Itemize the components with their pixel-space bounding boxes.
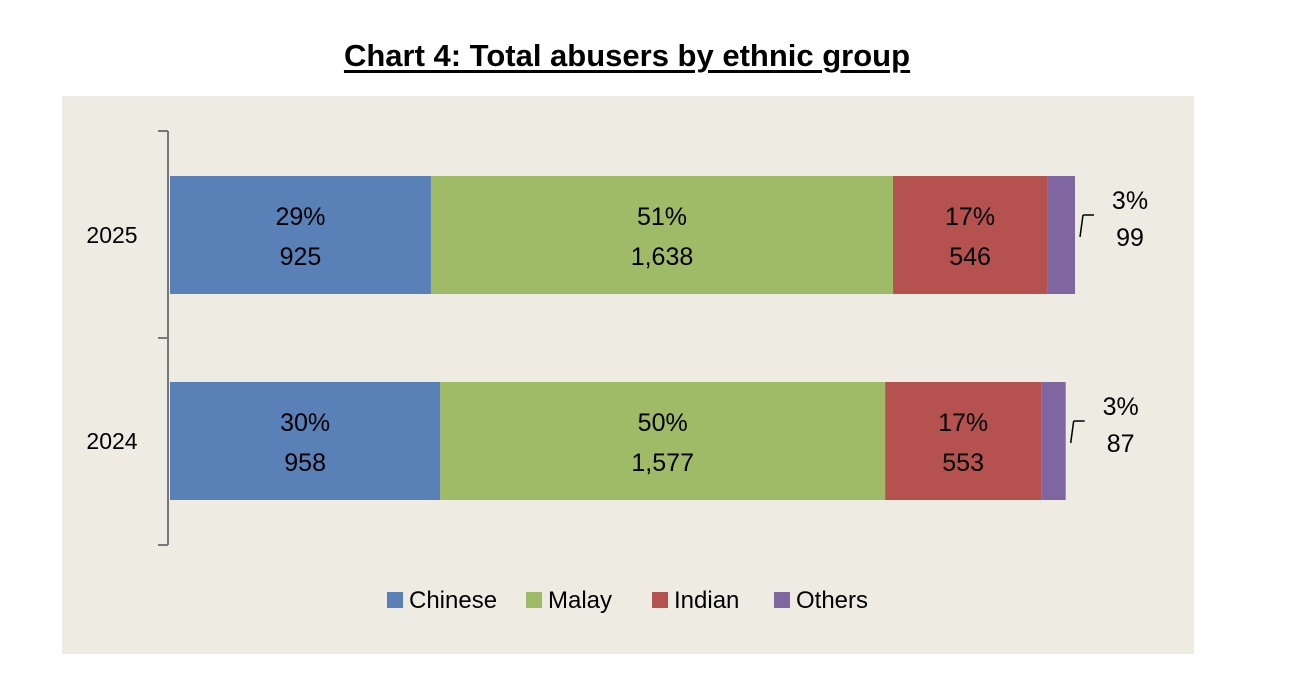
bar-segment-indian — [885, 382, 1042, 500]
legend-label: Malay — [548, 587, 612, 614]
data-label-percent: 17% — [938, 409, 988, 437]
data-label-percent: 17% — [945, 203, 995, 231]
legend-label: Chinese — [409, 587, 497, 614]
data-label-value: 1,638 — [631, 243, 694, 271]
data-label-value: 1,577 — [631, 449, 694, 477]
data-label-value: 87 — [1107, 430, 1135, 458]
plot-area: 2025 29% 925 51% 1,638 17% 546 3% 99 2024 30% 958 50… — [62, 96, 1194, 654]
data-label-value: 925 — [280, 243, 322, 271]
bar-segment-malay — [440, 382, 886, 500]
data-label-percent: 30% — [280, 409, 330, 437]
bar-segment-indian — [893, 176, 1048, 294]
data-label-percent: 51% — [637, 203, 687, 231]
data-label-value: 553 — [942, 449, 984, 477]
data-label-value: 99 — [1116, 224, 1144, 252]
category-label: 2024 — [86, 428, 137, 454]
legend-label: Indian — [674, 587, 739, 614]
data-label-value: 958 — [284, 449, 326, 477]
legend-swatch-indian — [652, 592, 668, 608]
data-label-value: 546 — [949, 243, 991, 271]
legend-swatch-others — [774, 592, 790, 608]
bar-segment-others — [1047, 176, 1075, 294]
stacked-bar-chart: 2025 29% 925 51% 1,638 17% 546 3% 99 2024 30% 958 50… — [86, 130, 1148, 614]
leader-line — [1069, 420, 1075, 444]
legend-swatch-malay — [526, 592, 542, 608]
data-label-percent: 29% — [275, 203, 325, 231]
leader-line — [1079, 214, 1084, 238]
category-label: 2025 — [86, 222, 137, 248]
legend-swatch-chinese — [387, 592, 403, 608]
legend-label: Others — [796, 587, 868, 614]
bar-segment-others — [1041, 382, 1066, 500]
bar-segment-chinese — [170, 176, 431, 294]
bar-segment-chinese — [170, 382, 441, 500]
chart-title: Chart 4: Total abusers by ethnic group — [343, 38, 911, 73]
bar-segment-malay — [430, 176, 894, 294]
data-label-percent: 3% — [1103, 393, 1139, 421]
data-label-percent: 50% — [638, 409, 688, 437]
data-label-percent: 3% — [1112, 187, 1148, 215]
